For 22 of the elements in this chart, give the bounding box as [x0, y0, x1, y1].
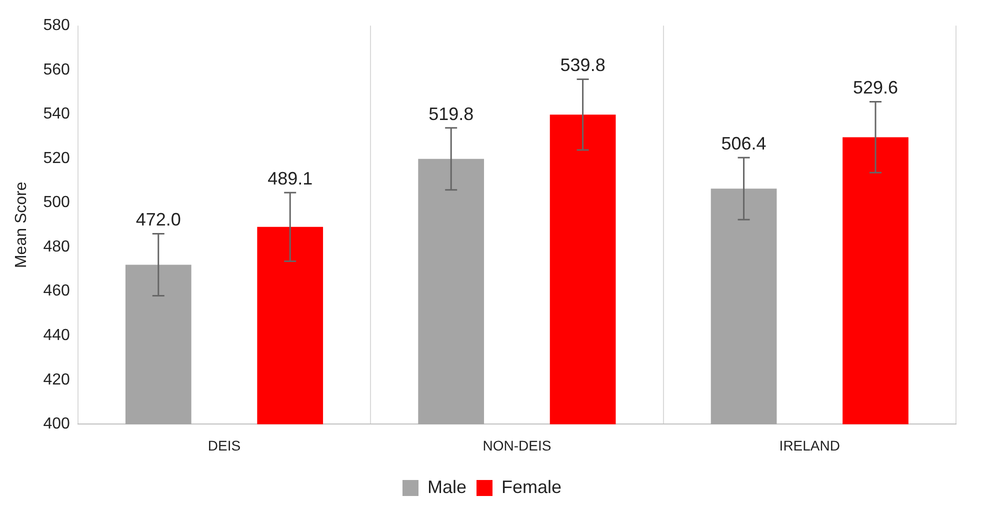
- x-tick-label: IRELAND: [779, 437, 840, 454]
- y-tick-label: 440: [43, 327, 70, 344]
- y-axis-title: Mean Score: [13, 182, 30, 268]
- data-label: 519.8: [428, 104, 474, 124]
- data-label: 539.8: [560, 55, 606, 76]
- y-tick-label: 400: [43, 416, 70, 433]
- data-label: 506.4: [721, 134, 766, 154]
- x-tick-label: NON-DEIS: [482, 437, 552, 454]
- y-tick-label: 580: [43, 17, 70, 34]
- y-tick-label: 540: [43, 106, 70, 123]
- y-tick-label: 420: [43, 371, 70, 388]
- legend-label: Female: [501, 476, 562, 497]
- data-label: 472.0: [136, 210, 181, 230]
- y-tick-label: 480: [43, 238, 70, 256]
- y-tick-label: 500: [43, 194, 70, 212]
- legend-label: Male: [427, 476, 466, 497]
- data-label: 489.1: [268, 168, 313, 189]
- x-tick-label: DEIS: [208, 437, 241, 454]
- y-tick-label: 460: [43, 282, 70, 300]
- y-tick-label: 520: [43, 150, 70, 167]
- y-tick-label: 560: [43, 61, 70, 78]
- data-label: 529.6: [852, 78, 898, 98]
